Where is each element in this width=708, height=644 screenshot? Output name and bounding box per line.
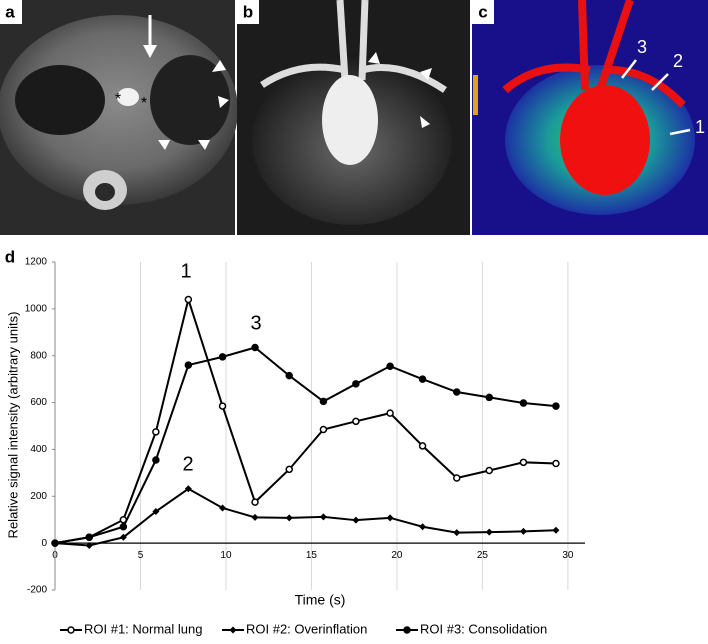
panel-label: a [5, 2, 15, 21]
image-annotation: * [115, 91, 121, 108]
image-annotation: 2 [673, 51, 683, 71]
y-axis-label: Relative signal intensity (arbitrary uni… [5, 312, 20, 539]
data-point [519, 399, 528, 407]
y-tick-label: 1000 [25, 303, 48, 314]
annotation: 1 [180, 260, 191, 282]
x-tick-label: 15 [306, 550, 318, 561]
x-tick-label: 20 [391, 550, 403, 561]
data-point [418, 375, 427, 383]
data-point [519, 527, 527, 535]
y-tick-label: 600 [30, 397, 47, 408]
data-point [219, 504, 227, 512]
data-point [152, 456, 160, 464]
data-point [386, 409, 394, 417]
data-point [352, 417, 360, 426]
data-point [285, 514, 293, 522]
x-tick-label: 5 [138, 550, 144, 561]
panel-label: d [5, 247, 15, 266]
x-tick-label: 25 [477, 550, 489, 561]
legend-marker [403, 626, 411, 634]
data-point [152, 508, 160, 516]
image-a: * * a [0, 0, 238, 235]
data-point [453, 474, 461, 482]
x-tick-label: 10 [220, 550, 232, 561]
legend-label: ROI #2: Overinflation [246, 621, 367, 636]
y-tick-label: 400 [30, 444, 47, 455]
data-point [218, 353, 227, 361]
data-point [251, 343, 259, 352]
data-point [319, 397, 328, 406]
series-line [54, 295, 556, 545]
data-point [319, 513, 327, 521]
data-point [519, 458, 528, 467]
y-tick-label: -200 [27, 585, 47, 596]
data-point [552, 402, 560, 410]
series-line [54, 487, 556, 547]
data-point [552, 459, 560, 468]
x-axis-label: Time (s) [295, 592, 346, 608]
data-point [552, 526, 560, 534]
data-point [418, 442, 427, 450]
data-point [119, 533, 127, 541]
legend-label: ROI #3: Consolidation [420, 621, 547, 636]
legend-marker [229, 626, 237, 634]
data-point [386, 514, 394, 522]
data-point [285, 465, 293, 474]
legend-label: ROI #1: Normal lung [84, 621, 203, 636]
data-point [453, 529, 461, 537]
data-point [453, 388, 461, 396]
y-tick-label: 0 [41, 538, 47, 549]
annotation: 2 [182, 453, 193, 475]
x-tick-label: 30 [562, 550, 574, 561]
image-b: b [237, 0, 470, 235]
image-c: 3 2 1 c [472, 0, 708, 235]
data-point [485, 466, 494, 475]
series-line [54, 346, 557, 545]
y-tick-label: 800 [30, 350, 47, 361]
data-point [485, 528, 493, 536]
legend-marker [67, 626, 75, 634]
data-point [419, 523, 427, 531]
data-point [319, 425, 328, 434]
annotation: 3 [250, 312, 261, 334]
data-point [251, 498, 259, 506]
image-annotation: 1 [695, 117, 705, 137]
data-point [184, 485, 192, 493]
data-point [485, 393, 494, 402]
data-point [218, 402, 227, 410]
y-tick-label: 200 [30, 491, 47, 502]
data-point [352, 516, 360, 524]
data-point [85, 541, 93, 549]
data-point [184, 361, 193, 369]
data-point [152, 428, 160, 436]
panel-label: b [243, 2, 253, 21]
data-point [119, 522, 128, 531]
data-point [386, 362, 394, 371]
data-point [285, 371, 293, 380]
data-point [184, 295, 193, 304]
data-point [352, 380, 360, 388]
data-point [251, 513, 259, 521]
image-annotation: * [141, 95, 147, 112]
data-point [51, 539, 59, 547]
image-annotation: 3 [637, 37, 647, 57]
y-tick-label: 1200 [25, 257, 48, 268]
data-point [85, 533, 93, 542]
panel-label: c [478, 2, 487, 21]
